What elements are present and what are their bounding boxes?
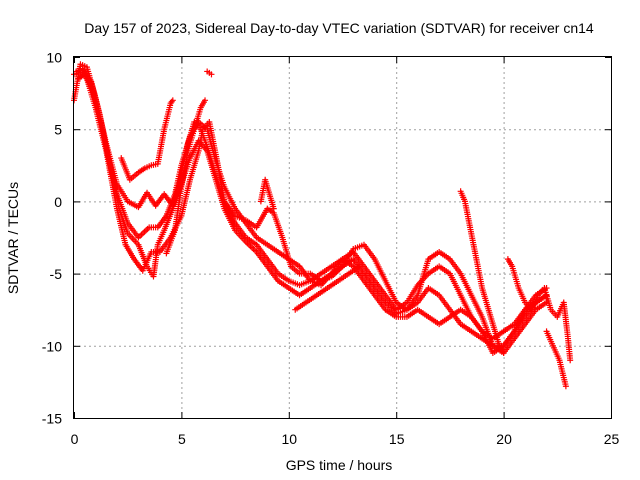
y-tick-label: -15 [42,411,62,427]
series-trace-11 [504,256,574,364]
data-point [562,383,569,390]
data-point [208,71,215,78]
series-trace-12 [543,328,569,390]
x-tick-label: 20 [496,431,512,447]
series-trace-6 [163,97,209,257]
series-trace-1 [71,61,550,349]
x-tick-label: 5 [178,431,186,447]
y-tick-label: -5 [50,266,63,282]
ticks: 0 5 10 15 20 25 -15 -10 -5 0 5 10 [42,50,620,448]
series-trace-8 [257,176,277,212]
plot-frame [73,56,612,419]
series-trace-9 [292,263,363,313]
data-point [356,263,363,270]
x-axis-label: GPS time / hours [286,457,393,473]
x-tick-label: 0 [71,431,79,447]
series-trace-10 [457,188,507,357]
x-tick-label: 10 [282,431,298,447]
y-axis-label: SDTVAR / TECUs [5,182,21,294]
y-tick-label: 10 [46,50,62,66]
chart-title: Day 157 of 2023, Sidereal Day-to-day VTE… [84,20,594,36]
x-tick-label: 25 [604,431,620,447]
data-point [567,357,574,364]
y-tick-label: 0 [54,194,62,210]
series-trace-2 [73,65,550,342]
y-tick-label: -10 [42,338,62,354]
data-point [202,97,209,104]
data-series [71,61,574,390]
data-point [500,350,507,357]
grid [74,57,611,418]
series-trace-4 [71,68,550,357]
data-point [169,97,176,104]
series-trace-5 [118,97,176,183]
series-trace-7 [204,68,215,78]
x-tick-label: 15 [389,431,405,447]
y-tick-label: 5 [54,122,62,138]
data-point [270,205,277,212]
